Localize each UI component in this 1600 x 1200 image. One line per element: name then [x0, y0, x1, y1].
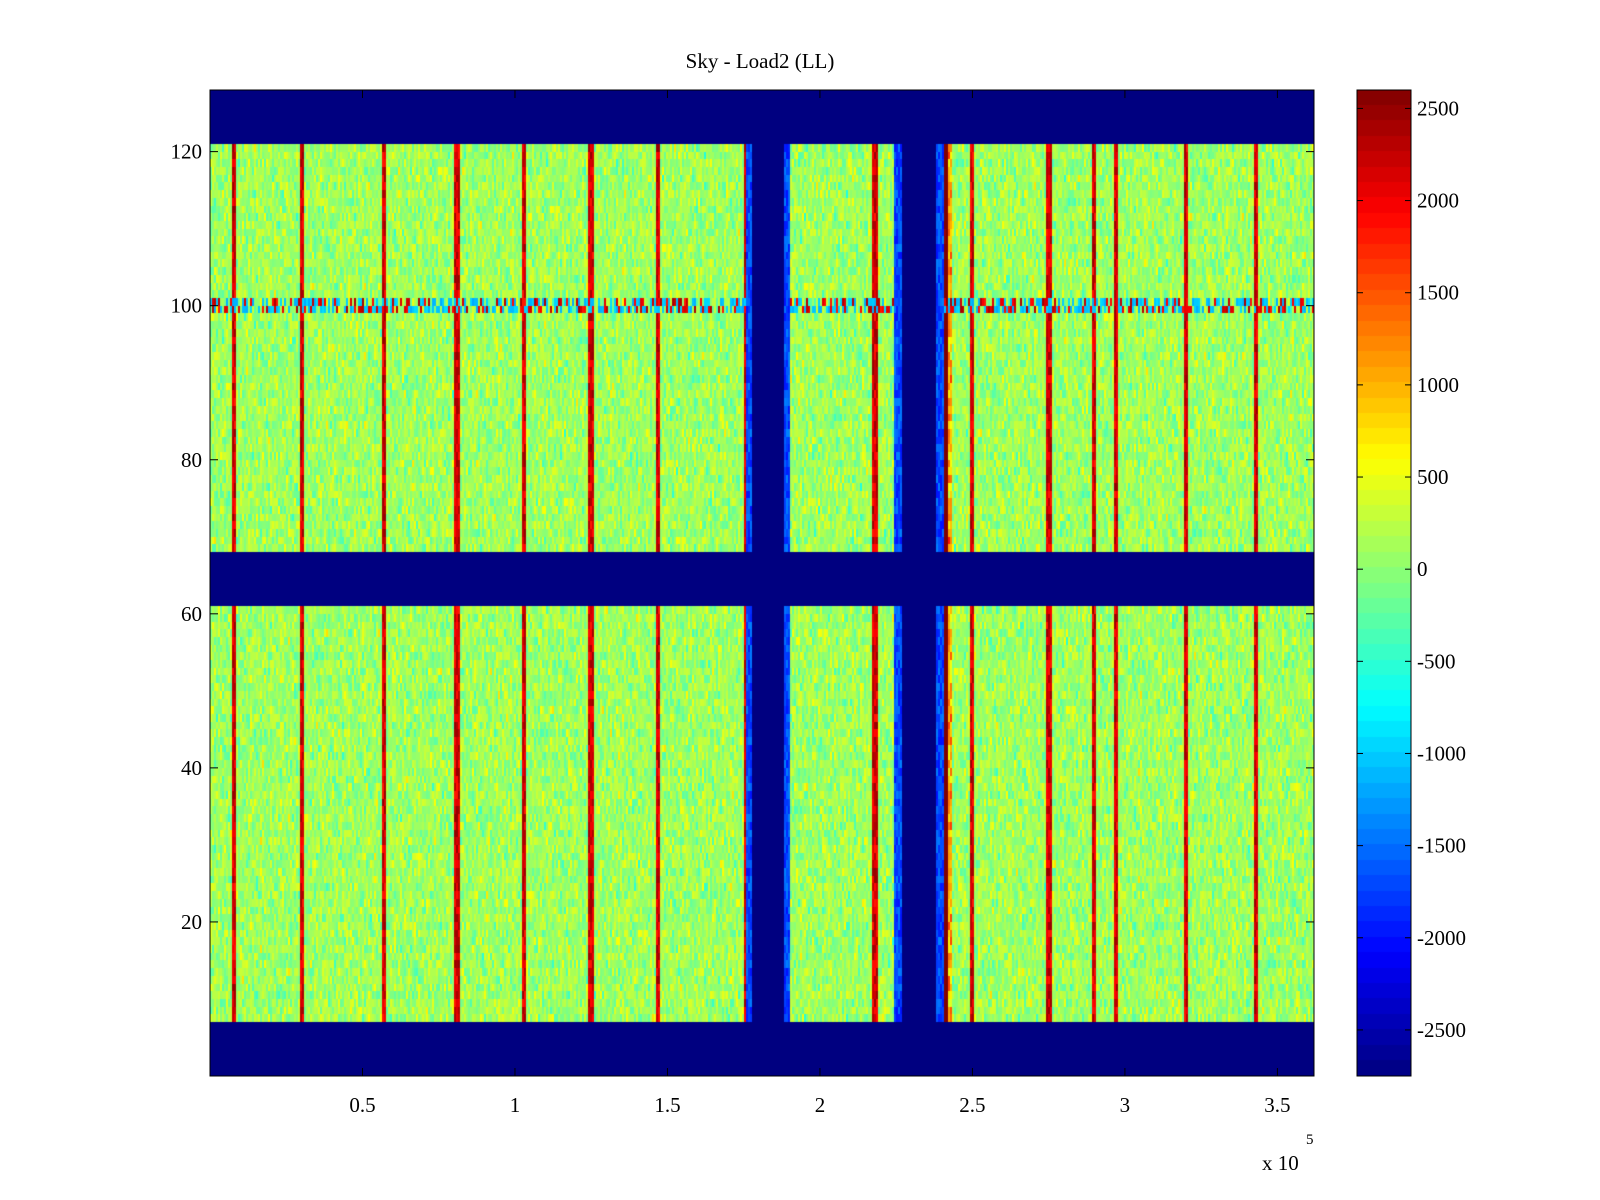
colorbar-frame: [1356, 89, 1412, 1077]
y-tick-label: 100: [171, 294, 203, 318]
colorbar-tick-label: 0: [1417, 557, 1428, 581]
x-exponent-power: 5: [1306, 1132, 1314, 1148]
x-tick-label: 2: [815, 1093, 826, 1117]
y-tick-label: 80: [181, 448, 202, 472]
y-tick-label: 120: [171, 140, 203, 164]
colorbar-tick-label: -2500: [1417, 1018, 1466, 1042]
x-tick-label: 1.5: [654, 1093, 680, 1117]
x-axis-exponent: x 10 5: [1262, 1132, 1314, 1175]
x-tick-label: 3.5: [1264, 1093, 1290, 1117]
colorbar-tick-label: 1000: [1417, 373, 1459, 397]
colorbar-tick-label: 1500: [1417, 281, 1459, 305]
x-tick-label: 2.5: [959, 1093, 985, 1117]
colorbar-gradient: [1357, 90, 1411, 1076]
colorbar-tick-label: -500: [1417, 649, 1456, 673]
x-exponent-base: x 10: [1262, 1151, 1299, 1175]
chart-title: Sky - Load2 (LL): [686, 49, 835, 73]
x-tick-label: 1: [510, 1093, 521, 1117]
colorbar-ticks: 2500 2000 1500 1000 500 0 -500 -1000 -1500 -2000 -…: [1357, 96, 1466, 1042]
heatmap-image: [210, 90, 1314, 1076]
y-axis-ticks: 20 40 60 80 100 120: [171, 140, 1314, 934]
colorbar-tick-label: -1500: [1417, 834, 1466, 858]
colorbar-tick-label: 2500: [1417, 96, 1459, 120]
y-tick-label: 60: [181, 602, 202, 626]
x-tick-label: 3: [1120, 1093, 1131, 1117]
heatmap-frame: [209, 89, 1315, 1077]
colorbar-tick-label: 500: [1417, 465, 1449, 489]
x-axis-ticks: 0.5 1 1.5 2 2.5 3 3.5: [349, 90, 1291, 1117]
x-tick-label: 0.5: [349, 1093, 375, 1117]
y-tick-label: 20: [181, 910, 202, 934]
colorbar-tick-label: -1000: [1417, 741, 1466, 765]
y-tick-label: 40: [181, 756, 202, 780]
colorbar-tick-label: 2000: [1417, 189, 1459, 213]
colorbar-tick-label: -2000: [1417, 926, 1466, 950]
